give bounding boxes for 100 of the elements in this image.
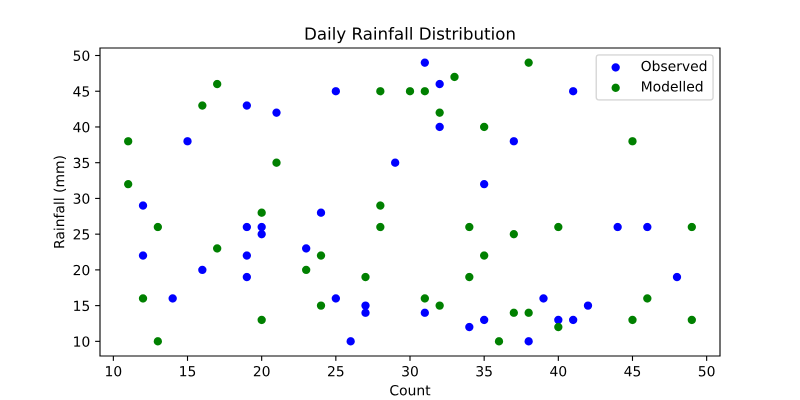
y-tick-label: 45 <box>73 86 90 97</box>
point <box>124 180 132 188</box>
point <box>183 137 192 146</box>
point <box>420 87 429 96</box>
x-tick-label: 30 <box>402 366 418 376</box>
point <box>420 58 429 67</box>
point <box>554 222 562 232</box>
y-tick-label: 20 <box>74 264 90 276</box>
point <box>258 230 266 238</box>
x-tick-label: 15 <box>180 366 196 376</box>
point <box>272 158 281 167</box>
point <box>138 251 148 260</box>
point <box>510 137 518 146</box>
x-tick-label: 35 <box>476 366 492 376</box>
point <box>628 137 637 146</box>
point <box>436 122 444 132</box>
point <box>672 272 682 282</box>
point <box>420 308 429 317</box>
point <box>643 222 652 232</box>
point <box>138 201 148 210</box>
point <box>568 87 578 96</box>
point <box>332 294 340 303</box>
point <box>376 222 384 232</box>
legend-label: Observed <box>641 60 706 72</box>
chart-title: Daily Rainfall Distribution <box>306 27 515 44</box>
point <box>554 322 562 332</box>
y-axis-title: Rainfall (mm) <box>54 156 66 248</box>
point <box>272 108 281 117</box>
point <box>361 272 370 282</box>
x-tick-label: 40 <box>550 366 566 376</box>
point <box>406 87 414 96</box>
point <box>568 316 578 324</box>
x-tick-label: 25 <box>328 366 344 376</box>
point <box>168 294 177 303</box>
point <box>242 272 252 282</box>
point <box>316 251 326 260</box>
x-tick-label: 10 <box>106 366 122 376</box>
x-tick-label: 20 <box>254 366 270 376</box>
point <box>688 222 696 232</box>
point <box>316 301 326 310</box>
point <box>346 337 355 346</box>
point <box>643 294 652 303</box>
point <box>198 266 207 274</box>
point <box>450 72 459 82</box>
y-tick-label: 35 <box>74 158 90 168</box>
point <box>584 301 592 310</box>
point <box>302 266 310 274</box>
point <box>436 80 444 88</box>
point <box>376 87 384 96</box>
point <box>213 244 222 253</box>
point <box>154 337 162 346</box>
point <box>524 337 533 346</box>
point <box>332 87 340 96</box>
point <box>420 294 429 303</box>
point <box>302 244 310 253</box>
point <box>242 222 252 232</box>
point <box>494 337 504 346</box>
point <box>361 308 370 317</box>
point <box>154 222 162 232</box>
point <box>436 301 444 310</box>
point <box>258 222 266 232</box>
point <box>124 137 132 146</box>
point <box>480 251 488 260</box>
point <box>242 251 252 260</box>
y-tick-label: 30 <box>74 193 90 204</box>
point <box>465 222 474 232</box>
point <box>688 316 696 324</box>
y-tick-label: 50 <box>74 50 90 61</box>
point <box>213 80 222 88</box>
point <box>480 122 488 132</box>
point <box>510 230 518 238</box>
y-tick-label: 15 <box>74 300 90 312</box>
point <box>258 208 266 217</box>
y-tick-label: 25 <box>74 229 90 240</box>
point <box>480 180 488 188</box>
point <box>524 308 533 317</box>
point <box>465 272 474 282</box>
point <box>524 58 533 67</box>
point <box>436 108 444 117</box>
point <box>554 316 562 324</box>
x-tick-label: 50 <box>698 366 715 376</box>
point <box>198 101 207 110</box>
point <box>539 294 548 303</box>
point <box>510 308 518 317</box>
point <box>242 101 252 110</box>
x-tick-label: 45 <box>624 366 640 376</box>
point <box>613 222 622 232</box>
point <box>480 316 488 324</box>
point <box>138 294 148 303</box>
y-tick-label: 10 <box>74 336 90 347</box>
point <box>628 316 637 324</box>
y-tick-label: 40 <box>73 122 90 132</box>
point <box>361 301 370 310</box>
legend-label: Modelled <box>642 80 702 92</box>
point <box>376 201 384 210</box>
point <box>258 316 266 324</box>
point <box>391 158 400 167</box>
x-axis-title: Count <box>390 384 430 396</box>
point <box>316 208 326 217</box>
point <box>465 322 474 332</box>
